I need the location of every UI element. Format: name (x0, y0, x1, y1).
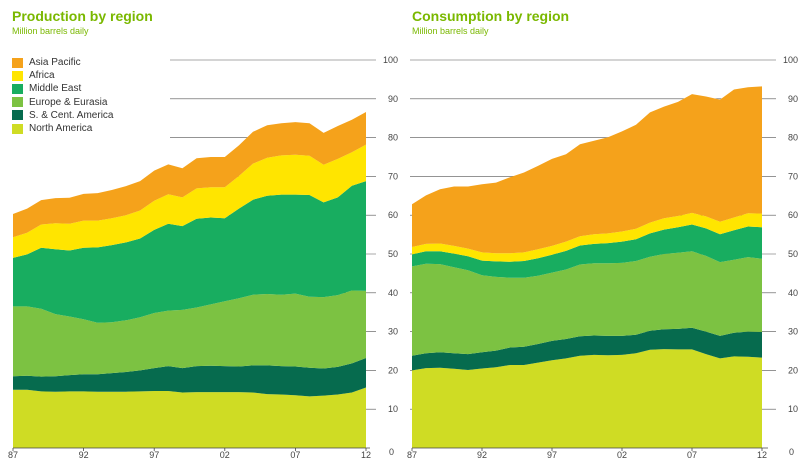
y-tick-label: 0 (389, 447, 394, 457)
y-tick-label: 10 (788, 404, 798, 414)
x-tick-label: 87 (8, 450, 18, 460)
legend-label: North America (29, 123, 93, 135)
y-tick-label: 60 (388, 210, 398, 220)
legend-item-middle-east: Middle East (12, 82, 113, 95)
x-tick-label: 92 (477, 450, 487, 460)
area-middle-east (412, 224, 762, 278)
area-north-america (13, 387, 366, 448)
legend-label: Africa (29, 70, 55, 82)
area-north-america (412, 349, 762, 448)
y-tick-label: 10 (388, 404, 398, 414)
legend-swatch (12, 83, 23, 94)
y-tick-label: 30 (788, 327, 798, 337)
x-tick-label: 92 (79, 450, 89, 460)
y-tick-label: 70 (788, 171, 798, 181)
y-tick-label: 20 (388, 365, 398, 375)
area-middle-east (13, 181, 366, 323)
legend-swatch (12, 110, 23, 121)
y-tick-label: 30 (388, 327, 398, 337)
y-tick-label: 50 (388, 249, 398, 259)
legend-label: S. & Cent. America (29, 109, 114, 121)
legend-item-north-america: North America (12, 122, 113, 135)
x-tick-label: 02 (617, 450, 627, 460)
y-tick-label: 20 (788, 365, 798, 375)
legend-label: Europe & Eurasia (29, 96, 108, 108)
legend-item-s-cent-america: S. & Cent. America (12, 109, 113, 122)
y-tick-label: 100 (783, 55, 798, 65)
x-tick-label: 97 (149, 450, 159, 460)
chart-subtitle: Million barrels daily (12, 26, 89, 36)
area-africa (13, 144, 366, 258)
y-tick-label: 100 (383, 55, 398, 65)
consumption-panel: 0 10 20 30 40 50 60 70 80 90 100 87 92 97 02 07 12 Consu… (400, 0, 800, 465)
area-s-cent-america (13, 358, 366, 397)
y-tick-label: 40 (788, 288, 798, 298)
x-tick-label: 12 (757, 450, 767, 460)
area-europe-eurasia (13, 290, 366, 377)
x-tick-label: 07 (290, 450, 300, 460)
legend-swatch (12, 57, 23, 68)
legend-item-africa: Africa (12, 69, 113, 82)
y-tick-label: 80 (788, 133, 798, 143)
legend-swatch (12, 123, 23, 134)
y-tick-label: 80 (388, 133, 398, 143)
area-s-cent-america (412, 327, 762, 371)
legend-item-asia-pacific: Asia Pacific (12, 56, 113, 69)
consumption-chart: 0 10 20 30 40 50 60 70 80 90 100 87 92 97 02 07 12 (407, 55, 798, 460)
chart-subtitle: Million barrels daily (412, 26, 489, 36)
area-europe-eurasia (412, 251, 762, 356)
area-asia-pacific (13, 112, 366, 238)
production-chart: 0 10 20 30 40 50 60 70 80 90 100 87 92 97 02 07 12 (8, 55, 398, 460)
legend: Asia Pacific Africa Middle East Europe &… (12, 56, 113, 135)
x-tick-label: 07 (687, 450, 697, 460)
x-tick-label: 87 (407, 450, 417, 460)
legend-label: Asia Pacific (29, 57, 81, 69)
legend-label: Middle East (29, 83, 82, 95)
y-tick-label: 0 (789, 447, 794, 457)
y-tick-label: 40 (388, 288, 398, 298)
y-tick-label: 90 (788, 94, 798, 104)
chart-title: Consumption by region (412, 8, 570, 24)
area-asia-pacific (412, 86, 762, 254)
chart-title: Production by region (12, 8, 153, 24)
y-tick-label: 50 (788, 249, 798, 259)
y-tick-label: 60 (788, 210, 798, 220)
x-tick-label: 97 (547, 450, 557, 460)
legend-swatch (12, 70, 23, 81)
x-tick-label: 12 (361, 450, 371, 460)
legend-swatch (12, 97, 23, 108)
production-panel: 0 10 20 30 40 50 60 70 80 90 100 87 92 97 02 07 12 Produ… (8, 8, 398, 460)
area-africa (412, 212, 762, 262)
x-tick-label: 02 (220, 450, 230, 460)
y-tick-label: 70 (388, 171, 398, 181)
legend-item-europe-eurasia: Europe & Eurasia (12, 96, 113, 109)
y-tick-label: 90 (388, 94, 398, 104)
